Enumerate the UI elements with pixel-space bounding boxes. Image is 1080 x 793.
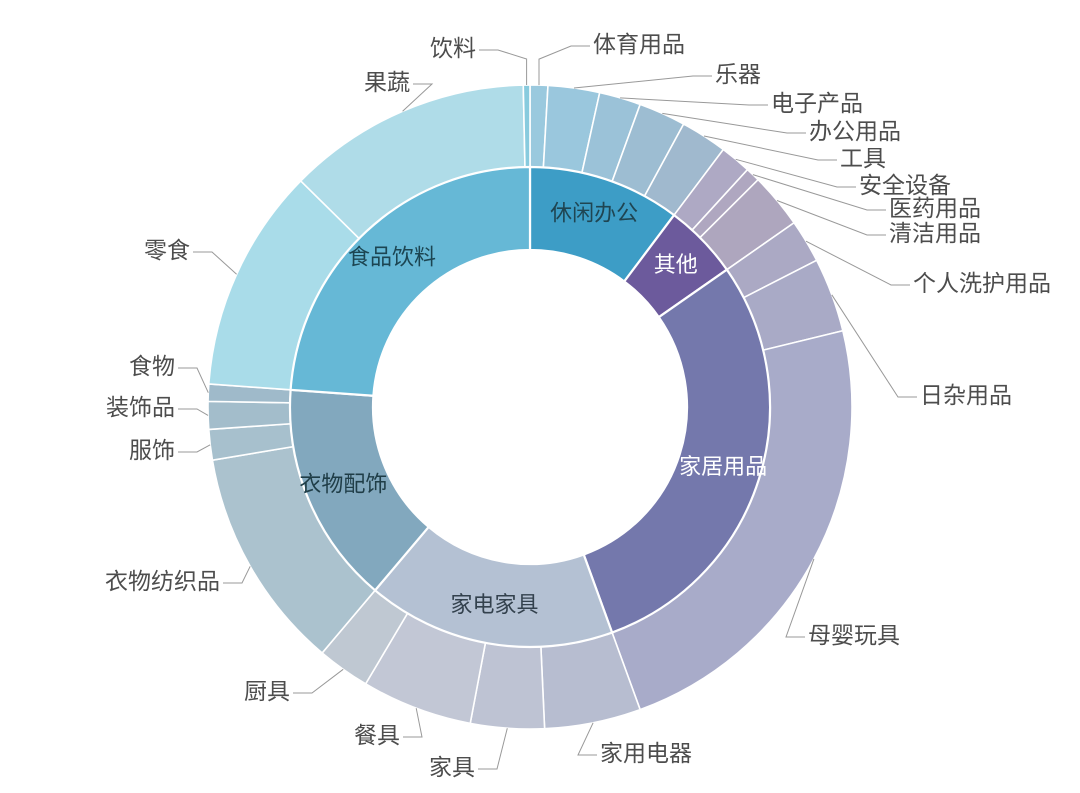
svg-text:个人洗护用品: 个人洗护用品 xyxy=(913,270,1051,296)
svg-text:食品饮料: 食品饮料 xyxy=(348,245,436,270)
svg-text:家具: 家具 xyxy=(429,754,475,780)
svg-text:医药用品: 医药用品 xyxy=(889,195,981,221)
svg-text:工具: 工具 xyxy=(840,145,886,171)
svg-text:家用电器: 家用电器 xyxy=(600,740,692,766)
svg-text:果蔬: 果蔬 xyxy=(364,69,410,95)
svg-text:厨具: 厨具 xyxy=(244,678,290,704)
svg-text:服饰: 服饰 xyxy=(129,437,175,463)
svg-text:办公用品: 办公用品 xyxy=(809,118,901,144)
svg-text:饮料: 饮料 xyxy=(430,35,476,61)
svg-text:家居用品: 家居用品 xyxy=(679,454,767,479)
svg-text:餐具: 餐具 xyxy=(354,722,400,748)
svg-text:母婴玩具: 母婴玩具 xyxy=(808,622,900,648)
svg-text:家电家具: 家电家具 xyxy=(450,592,538,617)
svg-text:乐器: 乐器 xyxy=(715,61,761,87)
svg-text:装饰品: 装饰品 xyxy=(106,394,175,420)
svg-text:其他: 其他 xyxy=(654,252,698,277)
svg-text:食物: 食物 xyxy=(129,353,175,379)
svg-text:休闲办公: 休闲办公 xyxy=(550,201,638,226)
svg-text:衣物纺织品: 衣物纺织品 xyxy=(105,568,220,594)
svg-text:日杂用品: 日杂用品 xyxy=(920,382,1012,408)
svg-text:衣物配饰: 衣物配饰 xyxy=(299,471,387,496)
svg-text:体育用品: 体育用品 xyxy=(593,31,685,57)
svg-text:电子产品: 电子产品 xyxy=(771,90,863,116)
svg-text:零食: 零食 xyxy=(144,237,190,263)
svg-text:清洁用品: 清洁用品 xyxy=(889,220,981,246)
